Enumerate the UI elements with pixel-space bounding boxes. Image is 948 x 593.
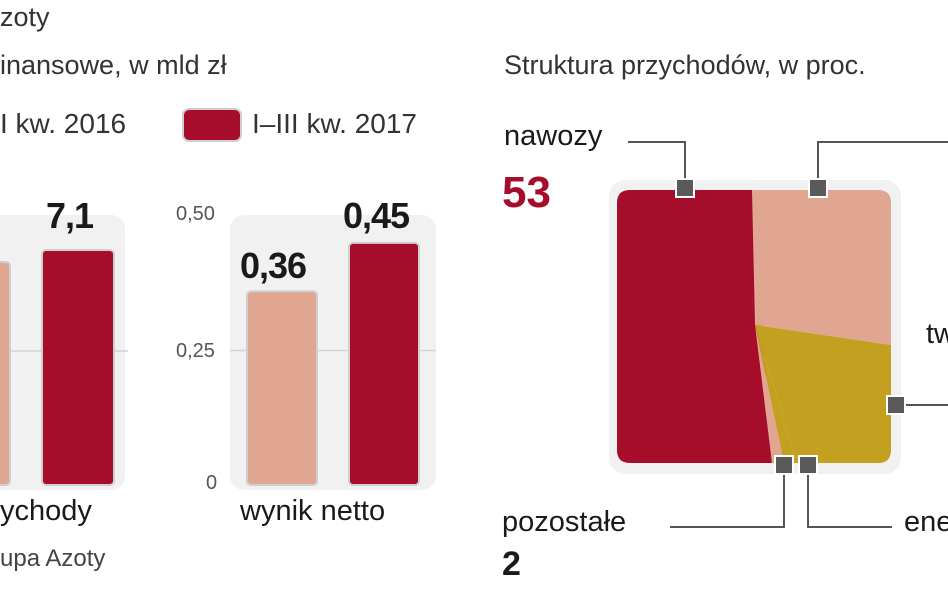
leader-line-pozostale bbox=[670, 466, 785, 528]
value-label-net-2016: 0,36 bbox=[240, 245, 307, 286]
segment-label-energetyka: ene bbox=[904, 506, 948, 538]
segment-value-pozostale: 2 bbox=[502, 545, 521, 583]
y-tick-025: 0,25 bbox=[176, 340, 215, 362]
leader-line-nawozy bbox=[628, 141, 686, 188]
source-note: upa Azoty bbox=[0, 545, 106, 572]
marker-energetyka bbox=[798, 455, 818, 475]
marker-nawozy bbox=[675, 178, 695, 198]
marker-pozostale bbox=[774, 455, 794, 475]
segment-value-nawozy: 53 bbox=[502, 168, 551, 217]
legend-label-2017: I–III kw. 2017 bbox=[252, 108, 417, 139]
segment-nawozy bbox=[617, 190, 772, 463]
category-label-net: wynik netto bbox=[240, 495, 386, 527]
bar-revenue-2017 bbox=[41, 249, 115, 486]
segment-label-pozostale: pozostałe bbox=[502, 506, 627, 538]
value-label-net-2017: 0,45 bbox=[343, 195, 410, 236]
category-label-revenue: ychody bbox=[0, 495, 92, 527]
marker-tworzywa bbox=[808, 178, 828, 198]
marker-chemia bbox=[886, 395, 906, 415]
segment-energetyka bbox=[755, 325, 797, 463]
finance-chart-title: inansowe, w mld zł bbox=[0, 50, 227, 80]
legend-swatch-2017 bbox=[184, 110, 240, 140]
y-tick-0: 0 bbox=[206, 472, 218, 494]
leader-line-energetyka bbox=[807, 466, 892, 528]
segment-label-tworzywa: tw bbox=[926, 318, 948, 350]
bar-net-2017 bbox=[348, 241, 420, 486]
legend-label-2016: I kw. 2016 bbox=[0, 108, 127, 139]
value-label-revenue-2017: 7,1 bbox=[46, 195, 94, 236]
structure-chart-title: Struktura przychodów, w proc. bbox=[504, 50, 866, 80]
y-tick-050: 0,50 bbox=[176, 203, 215, 225]
segment-label-nawozy: nawozy bbox=[504, 120, 603, 152]
bar-net-2016 bbox=[246, 290, 318, 486]
bar-revenue-2016 bbox=[0, 261, 11, 486]
segment-tworzywa bbox=[752, 190, 891, 345]
company-title: zoty bbox=[0, 2, 50, 32]
segment-chemia bbox=[755, 325, 891, 463]
leader-line-tworzywa bbox=[817, 141, 948, 188]
